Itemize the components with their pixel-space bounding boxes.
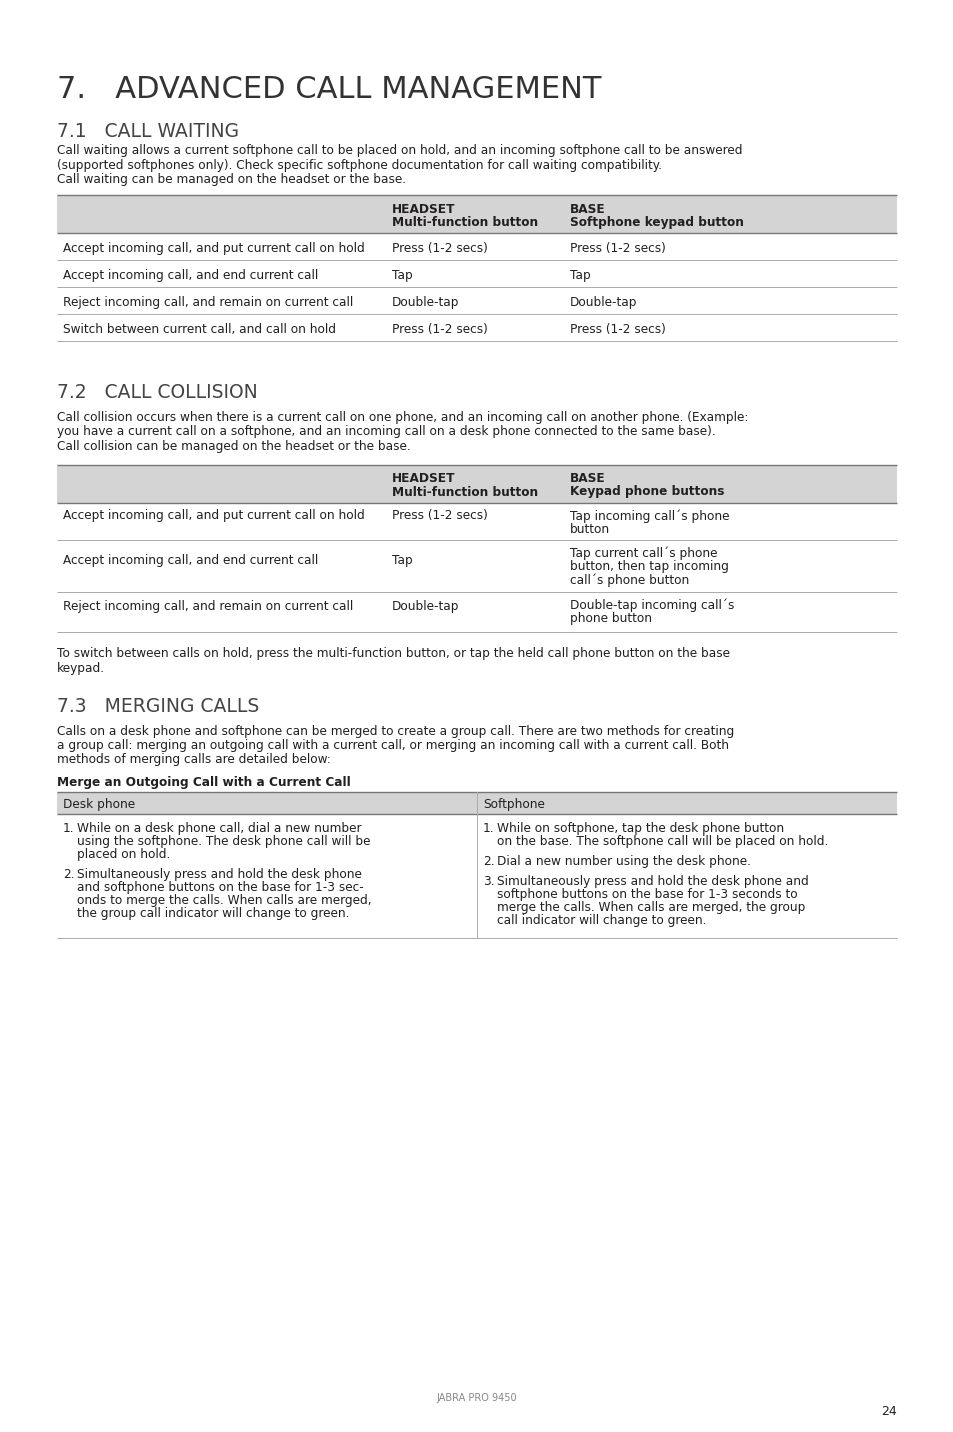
Text: HEADSET: HEADSET xyxy=(392,473,455,485)
Text: Call collision can be managed on the headset or the base.: Call collision can be managed on the hea… xyxy=(57,440,410,453)
Text: call indicator will change to green.: call indicator will change to green. xyxy=(497,914,705,927)
Text: Accept incoming call, and end current call: Accept incoming call, and end current ca… xyxy=(63,554,318,567)
Text: Double-tap: Double-tap xyxy=(392,600,459,613)
Text: BASE: BASE xyxy=(569,473,605,485)
Text: Press (1-2 secs): Press (1-2 secs) xyxy=(392,242,487,255)
Text: Accept incoming call, and put current call on hold: Accept incoming call, and put current ca… xyxy=(63,242,364,255)
Text: Call collision occurs when there is a current call on one phone, and an incoming: Call collision occurs when there is a cu… xyxy=(57,411,747,424)
Text: placed on hold.: placed on hold. xyxy=(77,848,170,861)
Text: Call waiting can be managed on the headset or the base.: Call waiting can be managed on the heads… xyxy=(57,173,406,186)
Text: merge the calls. When calls are merged, the group: merge the calls. When calls are merged, … xyxy=(497,901,804,914)
Text: Double-tap: Double-tap xyxy=(569,296,637,309)
Text: Tap: Tap xyxy=(392,554,413,567)
Text: 3.: 3. xyxy=(482,875,494,888)
Text: 24: 24 xyxy=(881,1405,896,1418)
Text: phone button: phone button xyxy=(569,611,651,624)
Text: BASE: BASE xyxy=(569,203,605,216)
Text: keypad.: keypad. xyxy=(57,662,105,674)
Text: you have a current call on a softphone, and an incoming call on a desk phone con: you have a current call on a softphone, … xyxy=(57,425,715,438)
Text: a group call: merging an outgoing call with a current call, or merging an incomi: a group call: merging an outgoing call w… xyxy=(57,739,728,752)
Text: Double-tap incoming call´s: Double-tap incoming call´s xyxy=(569,599,734,611)
Text: Keypad phone buttons: Keypad phone buttons xyxy=(569,485,723,498)
Text: Calls on a desk phone and softphone can be merged to create a group call. There : Calls on a desk phone and softphone can … xyxy=(57,725,734,737)
Text: Softphone keypad button: Softphone keypad button xyxy=(569,216,743,229)
Text: Press (1-2 secs): Press (1-2 secs) xyxy=(392,324,487,337)
Text: JABRA PRO 9450: JABRA PRO 9450 xyxy=(436,1393,517,1403)
Text: Softphone: Softphone xyxy=(482,798,544,811)
Text: Reject incoming call, and remain on current call: Reject incoming call, and remain on curr… xyxy=(63,600,353,613)
Text: 7.3   MERGING CALLS: 7.3 MERGING CALLS xyxy=(57,696,259,716)
Text: button, then tap incoming: button, then tap incoming xyxy=(569,560,728,573)
Bar xyxy=(57,195,896,233)
Text: (supported softphones only). Check specific softphone documentation for call wai: (supported softphones only). Check speci… xyxy=(57,159,661,172)
Text: Press (1-2 secs): Press (1-2 secs) xyxy=(569,324,665,337)
Bar xyxy=(57,792,896,813)
Text: and softphone buttons on the base for 1-3 sec-: and softphone buttons on the base for 1-… xyxy=(77,881,363,894)
Text: using the softphone. The desk phone call will be: using the softphone. The desk phone call… xyxy=(77,835,370,848)
Text: 7.   ADVANCED CALL MANAGEMENT: 7. ADVANCED CALL MANAGEMENT xyxy=(57,74,600,105)
Text: Call waiting allows a current softphone call to be placed on hold, and an incomi: Call waiting allows a current softphone … xyxy=(57,145,741,158)
Text: methods of merging calls are detailed below:: methods of merging calls are detailed be… xyxy=(57,753,331,766)
Text: Press (1-2 secs): Press (1-2 secs) xyxy=(569,242,665,255)
Text: Tap: Tap xyxy=(392,269,413,282)
Text: Simultaneously press and hold the desk phone: Simultaneously press and hold the desk p… xyxy=(77,868,361,881)
Text: onds to merge the calls. When calls are merged,: onds to merge the calls. When calls are … xyxy=(77,894,371,906)
Text: Desk phone: Desk phone xyxy=(63,798,135,811)
Text: softphone buttons on the base for 1-3 seconds to: softphone buttons on the base for 1-3 se… xyxy=(497,888,797,901)
Text: button: button xyxy=(569,523,610,536)
Text: Accept incoming call, and put current call on hold: Accept incoming call, and put current ca… xyxy=(63,510,364,523)
Text: While on softphone, tap the desk phone button: While on softphone, tap the desk phone b… xyxy=(497,822,783,835)
Text: Tap current call´s phone: Tap current call´s phone xyxy=(569,547,717,560)
Text: 2.: 2. xyxy=(63,868,74,881)
Bar xyxy=(57,464,896,503)
Text: Dial a new number using the desk phone.: Dial a new number using the desk phone. xyxy=(497,855,750,868)
Text: HEADSET: HEADSET xyxy=(392,203,455,216)
Text: While on a desk phone call, dial a new number: While on a desk phone call, dial a new n… xyxy=(77,822,361,835)
Text: 1.: 1. xyxy=(482,822,494,835)
Text: 1.: 1. xyxy=(63,822,74,835)
Text: Reject incoming call, and remain on current call: Reject incoming call, and remain on curr… xyxy=(63,296,353,309)
Text: Simultaneously press and hold the desk phone and: Simultaneously press and hold the desk p… xyxy=(497,875,808,888)
Text: 2.: 2. xyxy=(482,855,494,868)
Text: on the base. The softphone call will be placed on hold.: on the base. The softphone call will be … xyxy=(497,835,827,848)
Text: the group call indicator will change to green.: the group call indicator will change to … xyxy=(77,906,349,919)
Text: Merge an Outgoing Call with a Current Call: Merge an Outgoing Call with a Current Ca… xyxy=(57,776,351,789)
Text: Tap: Tap xyxy=(569,269,590,282)
Text: Multi-function button: Multi-function button xyxy=(392,485,537,498)
Text: Tap incoming call´s phone: Tap incoming call´s phone xyxy=(569,510,729,523)
Text: Accept incoming call, and end current call: Accept incoming call, and end current ca… xyxy=(63,269,318,282)
Text: 7.1   CALL WAITING: 7.1 CALL WAITING xyxy=(57,122,239,140)
Text: call´s phone button: call´s phone button xyxy=(569,573,688,587)
Text: Switch between current call, and call on hold: Switch between current call, and call on… xyxy=(63,324,335,337)
Text: Press (1-2 secs): Press (1-2 secs) xyxy=(392,510,487,523)
Text: Multi-function button: Multi-function button xyxy=(392,216,537,229)
Text: To switch between calls on hold, press the multi-function button, or tap the hel: To switch between calls on hold, press t… xyxy=(57,647,729,660)
Text: Double-tap: Double-tap xyxy=(392,296,459,309)
Text: 7.2   CALL COLLISION: 7.2 CALL COLLISION xyxy=(57,382,257,402)
